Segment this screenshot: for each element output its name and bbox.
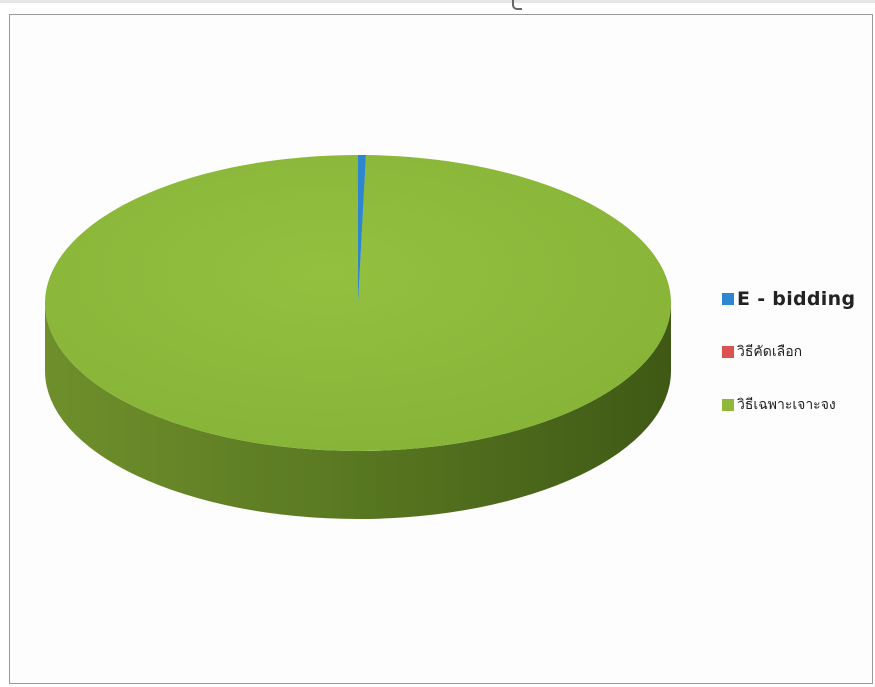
legend: E - bidding วิธีคัดเลือก วิธีเฉพาะเจาะจง [722,288,872,447]
legend-swatch-blue [722,293,734,305]
pie-slice-specific [45,155,672,451]
legend-swatch-green [722,399,734,411]
legend-label: วิธีเฉพาะเจาะจง [737,397,836,413]
legend-item-selection: วิธีคัดเลือก [722,341,872,363]
pie-slice-e-bidding-highlight [358,155,366,303]
top-border-line [0,0,875,3]
pie-side-wall [45,303,671,519]
pie-group [45,155,672,519]
legend-swatch-red [722,346,734,358]
legend-label: วิธีคัดเลือก [737,344,803,360]
top-cropped-glyph [512,0,522,10]
legend-label: E - bidding [737,288,856,310]
legend-item-e-bidding: E - bidding [722,288,872,310]
legend-item-specific: วิธีเฉพาะเจาะจง [722,394,872,416]
